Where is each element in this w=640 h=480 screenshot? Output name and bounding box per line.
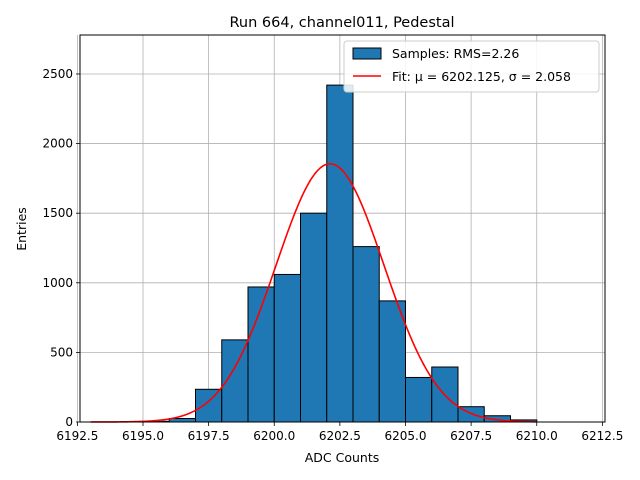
- legend-bar-swatch: [352, 47, 382, 60]
- y-tick-label: 1000: [42, 276, 73, 290]
- x-axis-ticks: 6192.5 6195.0 6197.5 6200.0 6202.5 6205.0 6207…: [56, 422, 623, 443]
- y-axis-label: Entries: [14, 207, 29, 251]
- legend-label-fit: Fit: μ = 6202.125, σ = 2.058: [392, 69, 571, 84]
- legend-label-samples: Samples: RMS=2.26: [392, 46, 519, 61]
- histogram-bar: [300, 212, 328, 423]
- x-axis-label: ADC Counts: [305, 450, 380, 465]
- x-tick-label: 6192.5: [56, 429, 98, 443]
- y-axis-ticks: 0 500 1000 1500 2000 2500: [42, 67, 80, 429]
- x-tick-label: 6212.5: [581, 429, 623, 443]
- legend-box: [343, 40, 600, 93]
- x-tick-label: 6210.0: [516, 429, 558, 443]
- x-tick-label: 6197.5: [188, 429, 230, 443]
- histogram-bar: [326, 84, 354, 423]
- fit-curve-layer: [90, 162, 537, 423]
- histogram-bar: [168, 418, 196, 423]
- x-tick-label: 6195.0: [122, 429, 164, 443]
- legend: Samples: RMS=2.26 Fit: μ = 6202.125, σ =…: [343, 40, 600, 93]
- chart-title: Run 664, channel011, Pedestal: [229, 15, 454, 31]
- plot-frame: [79, 34, 606, 423]
- histogram-bar: [352, 246, 380, 423]
- histogram-bar: [378, 300, 406, 423]
- y-tick-label: 1500: [42, 206, 73, 220]
- x-tick-label: 6200.0: [253, 429, 295, 443]
- y-tick-label: 500: [50, 345, 73, 359]
- y-tick-label: 0: [65, 415, 73, 429]
- fit-curve: [90, 162, 537, 423]
- histogram-bar: [195, 388, 223, 423]
- histogram-bar: [273, 273, 301, 423]
- y-tick-label: 2500: [42, 67, 73, 81]
- x-tick-label: 6205.0: [385, 429, 427, 443]
- x-tick-label: 6202.5: [319, 429, 361, 443]
- histogram-bars: [142, 84, 538, 423]
- histogram-bar: [405, 376, 433, 423]
- y-tick-label: 2000: [42, 137, 73, 151]
- x-tick-label: 6207.5: [450, 429, 492, 443]
